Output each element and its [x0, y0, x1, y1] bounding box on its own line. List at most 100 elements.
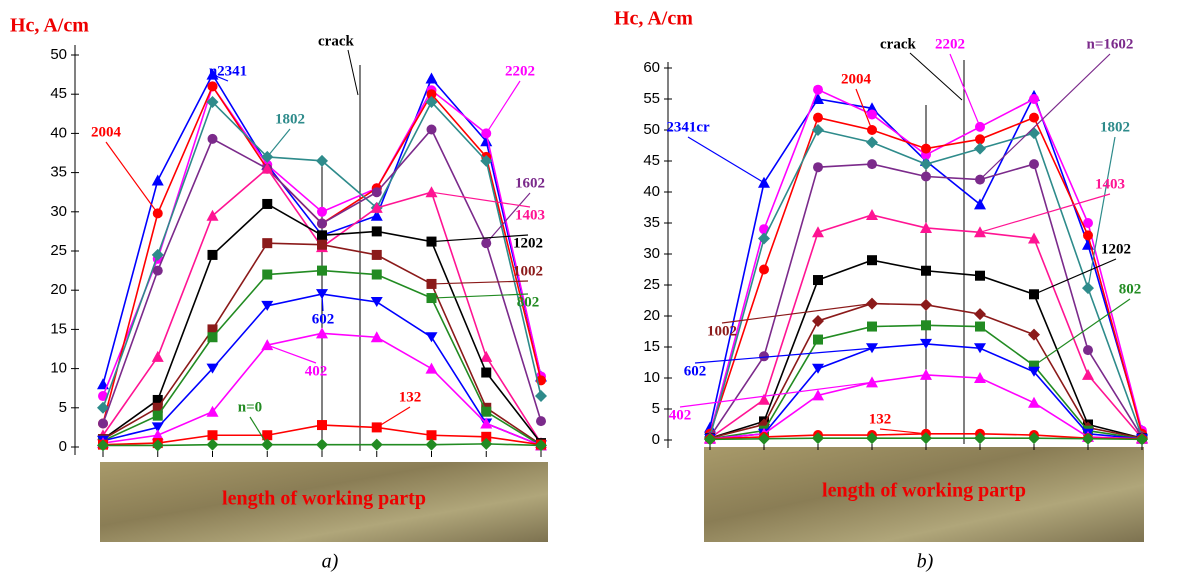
crack-arrow	[909, 52, 963, 101]
data-point	[921, 265, 931, 276]
y-tick-label: 30	[643, 245, 660, 262]
y-tick-label: 5	[652, 400, 660, 417]
label-arrow	[212, 74, 229, 82]
data-point	[317, 420, 327, 431]
label-arrow	[249, 416, 268, 445]
label-arrow	[979, 53, 1111, 181]
y-tick-label: 35	[50, 164, 67, 181]
y-tick-label: 40	[50, 124, 67, 141]
data-point	[317, 206, 327, 217]
data-point	[425, 332, 438, 343]
y-tick-label: 10	[643, 369, 660, 386]
data-point	[371, 269, 382, 280]
data-point	[1029, 94, 1039, 104]
y-tick-label: 60	[643, 59, 660, 76]
data-point	[535, 439, 547, 452]
data-point	[1028, 432, 1040, 445]
data-point	[262, 238, 273, 249]
data-point	[920, 158, 932, 171]
data-point	[316, 438, 328, 451]
data-point	[974, 198, 986, 210]
data-point	[97, 401, 109, 414]
label-arrow	[721, 303, 873, 324]
data-point	[975, 270, 985, 281]
data-point	[151, 350, 164, 362]
data-point	[920, 298, 932, 311]
data-point	[975, 321, 985, 332]
series-label: 402	[669, 407, 692, 423]
data-point	[920, 338, 932, 349]
data-point	[317, 230, 327, 241]
y-tick-label: 50	[643, 121, 660, 138]
data-point	[867, 109, 877, 120]
data-point	[261, 300, 274, 311]
data-point	[207, 332, 218, 343]
data-point	[262, 430, 273, 441]
label-arrow	[485, 192, 531, 244]
data-point	[1028, 127, 1040, 140]
series-label: 1403	[1095, 176, 1125, 192]
data-point	[813, 334, 823, 345]
data-point	[261, 162, 274, 174]
series-label: 2004	[91, 124, 122, 140]
label-arrow	[1033, 298, 1131, 367]
data-point	[370, 296, 383, 307]
y-tick-label: 0	[652, 431, 660, 448]
y-tick-label: 20	[643, 307, 660, 324]
series-label: n2341	[209, 63, 247, 79]
y-tick-label: 10	[50, 360, 67, 377]
data-point	[371, 187, 382, 198]
y-tick-label: 25	[50, 242, 67, 259]
data-point	[151, 439, 164, 452]
data-point	[758, 393, 770, 405]
label-arrow	[321, 294, 324, 312]
data-point	[867, 159, 877, 170]
data-point	[371, 226, 382, 237]
data-point	[1028, 328, 1040, 341]
data-point	[1083, 218, 1093, 228]
y-tick-label: 15	[643, 338, 660, 355]
series-label: n=0	[238, 399, 262, 415]
data-point	[207, 249, 218, 260]
data-point	[812, 124, 824, 136]
data-point	[812, 226, 824, 238]
data-point	[921, 143, 931, 154]
data-point	[206, 209, 219, 221]
data-point	[866, 208, 878, 220]
data-point	[866, 136, 878, 149]
data-point	[97, 439, 109, 452]
data-point	[317, 239, 327, 250]
x-axis-label: length of working partp	[222, 488, 426, 510]
data-point	[480, 350, 493, 362]
y-tick-label: 50	[50, 46, 67, 63]
data-point	[974, 142, 986, 155]
data-point	[370, 438, 383, 451]
label-arrow	[979, 193, 1111, 233]
series-label: 1002	[513, 263, 543, 279]
data-point	[867, 255, 877, 266]
label-arrow	[431, 191, 531, 208]
data-point	[206, 363, 219, 374]
data-point	[207, 81, 218, 92]
label-arrow	[431, 280, 529, 285]
data-point	[207, 430, 218, 441]
data-point	[207, 324, 218, 335]
data-point	[151, 174, 164, 186]
data-point	[316, 154, 328, 167]
data-point	[370, 209, 383, 221]
data-point	[921, 320, 931, 331]
data-point	[536, 416, 546, 427]
series-label: 132	[869, 411, 892, 427]
y-tick-label: 40	[643, 183, 660, 200]
data-point	[866, 376, 878, 388]
data-point	[759, 264, 769, 275]
y-tick-label: 35	[643, 214, 660, 231]
series-label: 602	[312, 311, 335, 327]
label-arrow	[1033, 258, 1117, 295]
data-point	[867, 321, 877, 332]
series-label: 1202	[513, 235, 543, 251]
data-point	[974, 343, 986, 354]
data-point	[1029, 159, 1039, 170]
data-point	[206, 68, 219, 80]
